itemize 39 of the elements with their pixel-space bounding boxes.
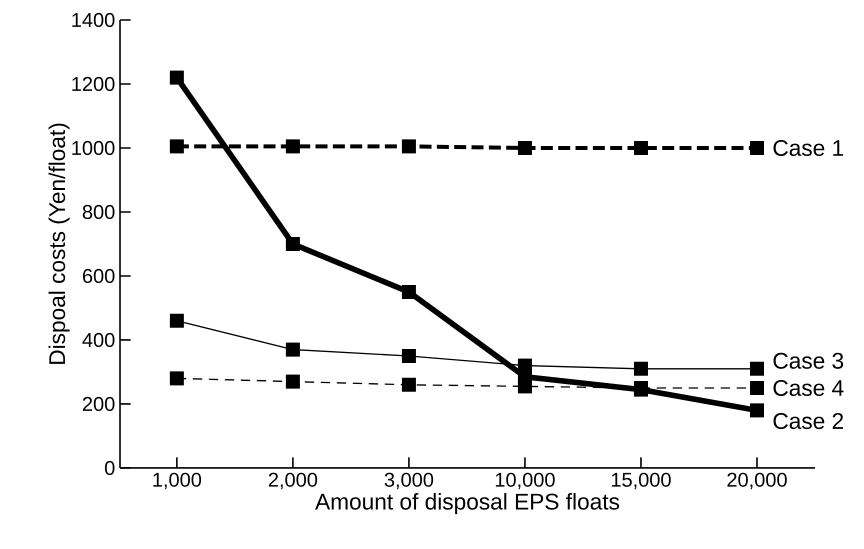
y-tick-label: 200 <box>82 396 114 412</box>
point <box>402 284 416 299</box>
x-tick-label: 3,000 <box>384 472 434 490</box>
point <box>170 70 184 85</box>
point <box>634 362 648 376</box>
point <box>750 403 764 418</box>
y-tick-label: 0 <box>104 460 115 476</box>
y-tick-label: 400 <box>82 332 114 348</box>
series-label: Case 2 <box>774 413 844 430</box>
point <box>402 378 416 392</box>
point <box>286 236 300 251</box>
point <box>170 314 184 328</box>
y-tick-label: 1400 <box>72 12 114 28</box>
y-tick-label: 1200 <box>72 76 114 92</box>
point <box>170 371 184 386</box>
x-tick-label: 15,000 <box>612 472 671 490</box>
point <box>402 139 416 154</box>
point <box>286 139 300 154</box>
x-tick-label: 20,000 <box>727 472 787 490</box>
point <box>750 380 764 395</box>
x-tick-label: 2,000 <box>268 472 318 490</box>
point <box>286 342 300 357</box>
y-tick-label: 1000 <box>72 140 114 156</box>
y-tick-label: 600 <box>82 268 114 284</box>
point <box>634 140 648 155</box>
x-tick-label: 1,000 <box>153 472 202 490</box>
x-tick-label: 10,000 <box>496 472 555 490</box>
point <box>170 139 184 154</box>
series-label: Case 4 <box>774 380 844 396</box>
point <box>750 140 764 155</box>
series-label: Case 3 <box>774 352 844 369</box>
y-tick-label: 800 <box>82 204 114 220</box>
y-axis-title: Dispoal costs (Yen/float) <box>48 124 70 364</box>
series-label: Case 1 <box>774 140 844 156</box>
point <box>402 348 416 363</box>
x-axis-title: Amount of disposal EPS floats <box>315 493 620 514</box>
point <box>286 374 300 389</box>
point <box>518 140 532 155</box>
point <box>750 362 764 376</box>
